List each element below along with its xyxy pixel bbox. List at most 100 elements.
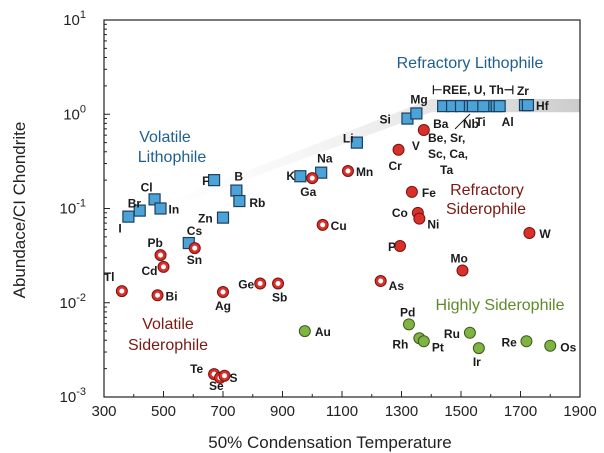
y-tick-label: 10-3	[60, 386, 86, 406]
point-label-sb: Sb	[272, 291, 287, 305]
ann-volatile-siderophile-2: Siderophile	[128, 337, 208, 354]
point-hole-ge	[257, 281, 263, 287]
point-label-cs: Cs	[187, 224, 203, 238]
x-axis-title: 50% Condensation Temperature	[208, 433, 452, 452]
x-tick-label: 700	[210, 403, 235, 420]
point-ir	[472, 342, 485, 355]
x-tick-label: 1500	[444, 403, 477, 420]
point-label-tl: Tl	[104, 270, 115, 284]
y-tick-label: 100	[63, 103, 86, 123]
point-re	[520, 335, 533, 348]
point-label-cu: Cu	[331, 219, 347, 233]
point-v	[417, 124, 430, 137]
point-hole-tl	[119, 288, 125, 294]
point-label-ga: Ga	[300, 185, 316, 199]
point-hole-s	[221, 373, 227, 379]
point-label-in: In	[169, 203, 180, 217]
trend-band-shape	[133, 99, 580, 221]
point-cr	[392, 143, 405, 156]
point-ni	[413, 212, 426, 225]
point-label-te: Te	[190, 362, 203, 376]
y-tick-label: 10-2	[60, 292, 86, 312]
x-tick-label: 1300	[385, 403, 418, 420]
point-label-sn: Sn	[187, 253, 202, 267]
point-hole-mn	[345, 168, 351, 174]
ann-volatile-siderophile-1: Volatile	[142, 316, 194, 333]
point-rb	[233, 194, 246, 208]
point-fe	[405, 185, 418, 198]
point-os	[544, 339, 557, 352]
be-group-leader-line	[454, 113, 471, 130]
point-mo	[456, 264, 469, 277]
ann-refractory-lithophile: Refractory Lithophile	[397, 55, 544, 72]
point-label-ru: Ru	[444, 327, 460, 341]
point-li	[350, 136, 363, 149]
point-label-zn: Zn	[198, 212, 213, 226]
point-hole-as	[378, 278, 384, 284]
ann-ree-u-th: ⊢REE, U, Th⊣	[432, 83, 514, 97]
point-label-mn: Mn	[356, 165, 373, 179]
point-label-si: Si	[379, 113, 390, 127]
point-label-fe: Fe	[422, 186, 436, 200]
point-label-as: As	[389, 279, 405, 293]
point-label-v: V	[412, 139, 420, 153]
point-label-ba: Ba	[433, 117, 449, 131]
point-label-au: Au	[315, 325, 331, 339]
point-label-f: F	[202, 174, 209, 188]
point-in	[154, 202, 167, 215]
point-pt	[417, 335, 430, 348]
point-label-os: Os	[560, 341, 576, 355]
point-pd	[402, 318, 415, 331]
point-al	[493, 100, 506, 113]
y-tick-label: 101	[63, 9, 86, 29]
ann-be-group-1: Be, Sr,	[428, 131, 465, 145]
point-ti	[477, 100, 490, 113]
point-label-pd: Pd	[400, 305, 415, 319]
point-hole-pb	[158, 252, 164, 258]
point-label-hf: Hf	[536, 99, 550, 113]
point-hole-ag	[220, 289, 226, 295]
point-label-i: I	[118, 222, 121, 236]
x-tick-label: 1700	[504, 403, 537, 420]
axis-ticks: 300 500 700 900 1100 1300 1500 1700 1900 10-3 10-2…	[60, 9, 597, 420]
point-na	[315, 166, 328, 179]
point-label-ti: Ti	[475, 115, 485, 129]
point-ru	[463, 326, 476, 339]
point-hole-sn	[192, 245, 198, 251]
point-label-b: B	[234, 170, 243, 184]
point-label-ge: Ge	[238, 278, 254, 292]
point-zn	[216, 211, 230, 224]
point-hole-cd	[161, 264, 166, 270]
point-label-ni: Ni	[427, 218, 439, 232]
y-axis-title: Abundace/CI Chondrite	[10, 122, 29, 299]
point-f	[207, 174, 221, 187]
point-label-p: P	[388, 240, 396, 254]
point-w	[523, 226, 536, 239]
point-label-li: Li	[343, 132, 354, 146]
point-hole-sb	[275, 281, 281, 287]
point-hole-ga	[309, 175, 315, 181]
x-tick-label: 900	[270, 403, 295, 420]
point-br	[133, 204, 146, 217]
point-label-cd: Cd	[142, 264, 158, 278]
point-label-ir: Ir	[473, 355, 481, 369]
point-mg	[410, 107, 423, 120]
x-tick-label: 1900	[563, 403, 596, 420]
point-label-zr: Zr	[517, 84, 529, 98]
point-label-bi: Bi	[166, 289, 178, 303]
point-label-mg: Mg	[410, 92, 427, 106]
point-label-co: Co	[392, 206, 408, 220]
point-hf	[521, 99, 535, 112]
ann-volatile-lithophile-2: Lithophile	[138, 149, 207, 166]
point-label-w: W	[539, 227, 551, 241]
point-label-rb: Rb	[249, 196, 265, 210]
point-p	[394, 240, 407, 253]
point-label-al: Al	[502, 115, 514, 129]
point-label-nb: Nb	[463, 117, 479, 131]
ann-volatile-lithophile-1: Volatile	[139, 129, 191, 146]
x-tick-label: 500	[151, 403, 176, 420]
point-label-rh: Rh	[392, 337, 408, 351]
point-label-cr: Cr	[389, 159, 403, 173]
